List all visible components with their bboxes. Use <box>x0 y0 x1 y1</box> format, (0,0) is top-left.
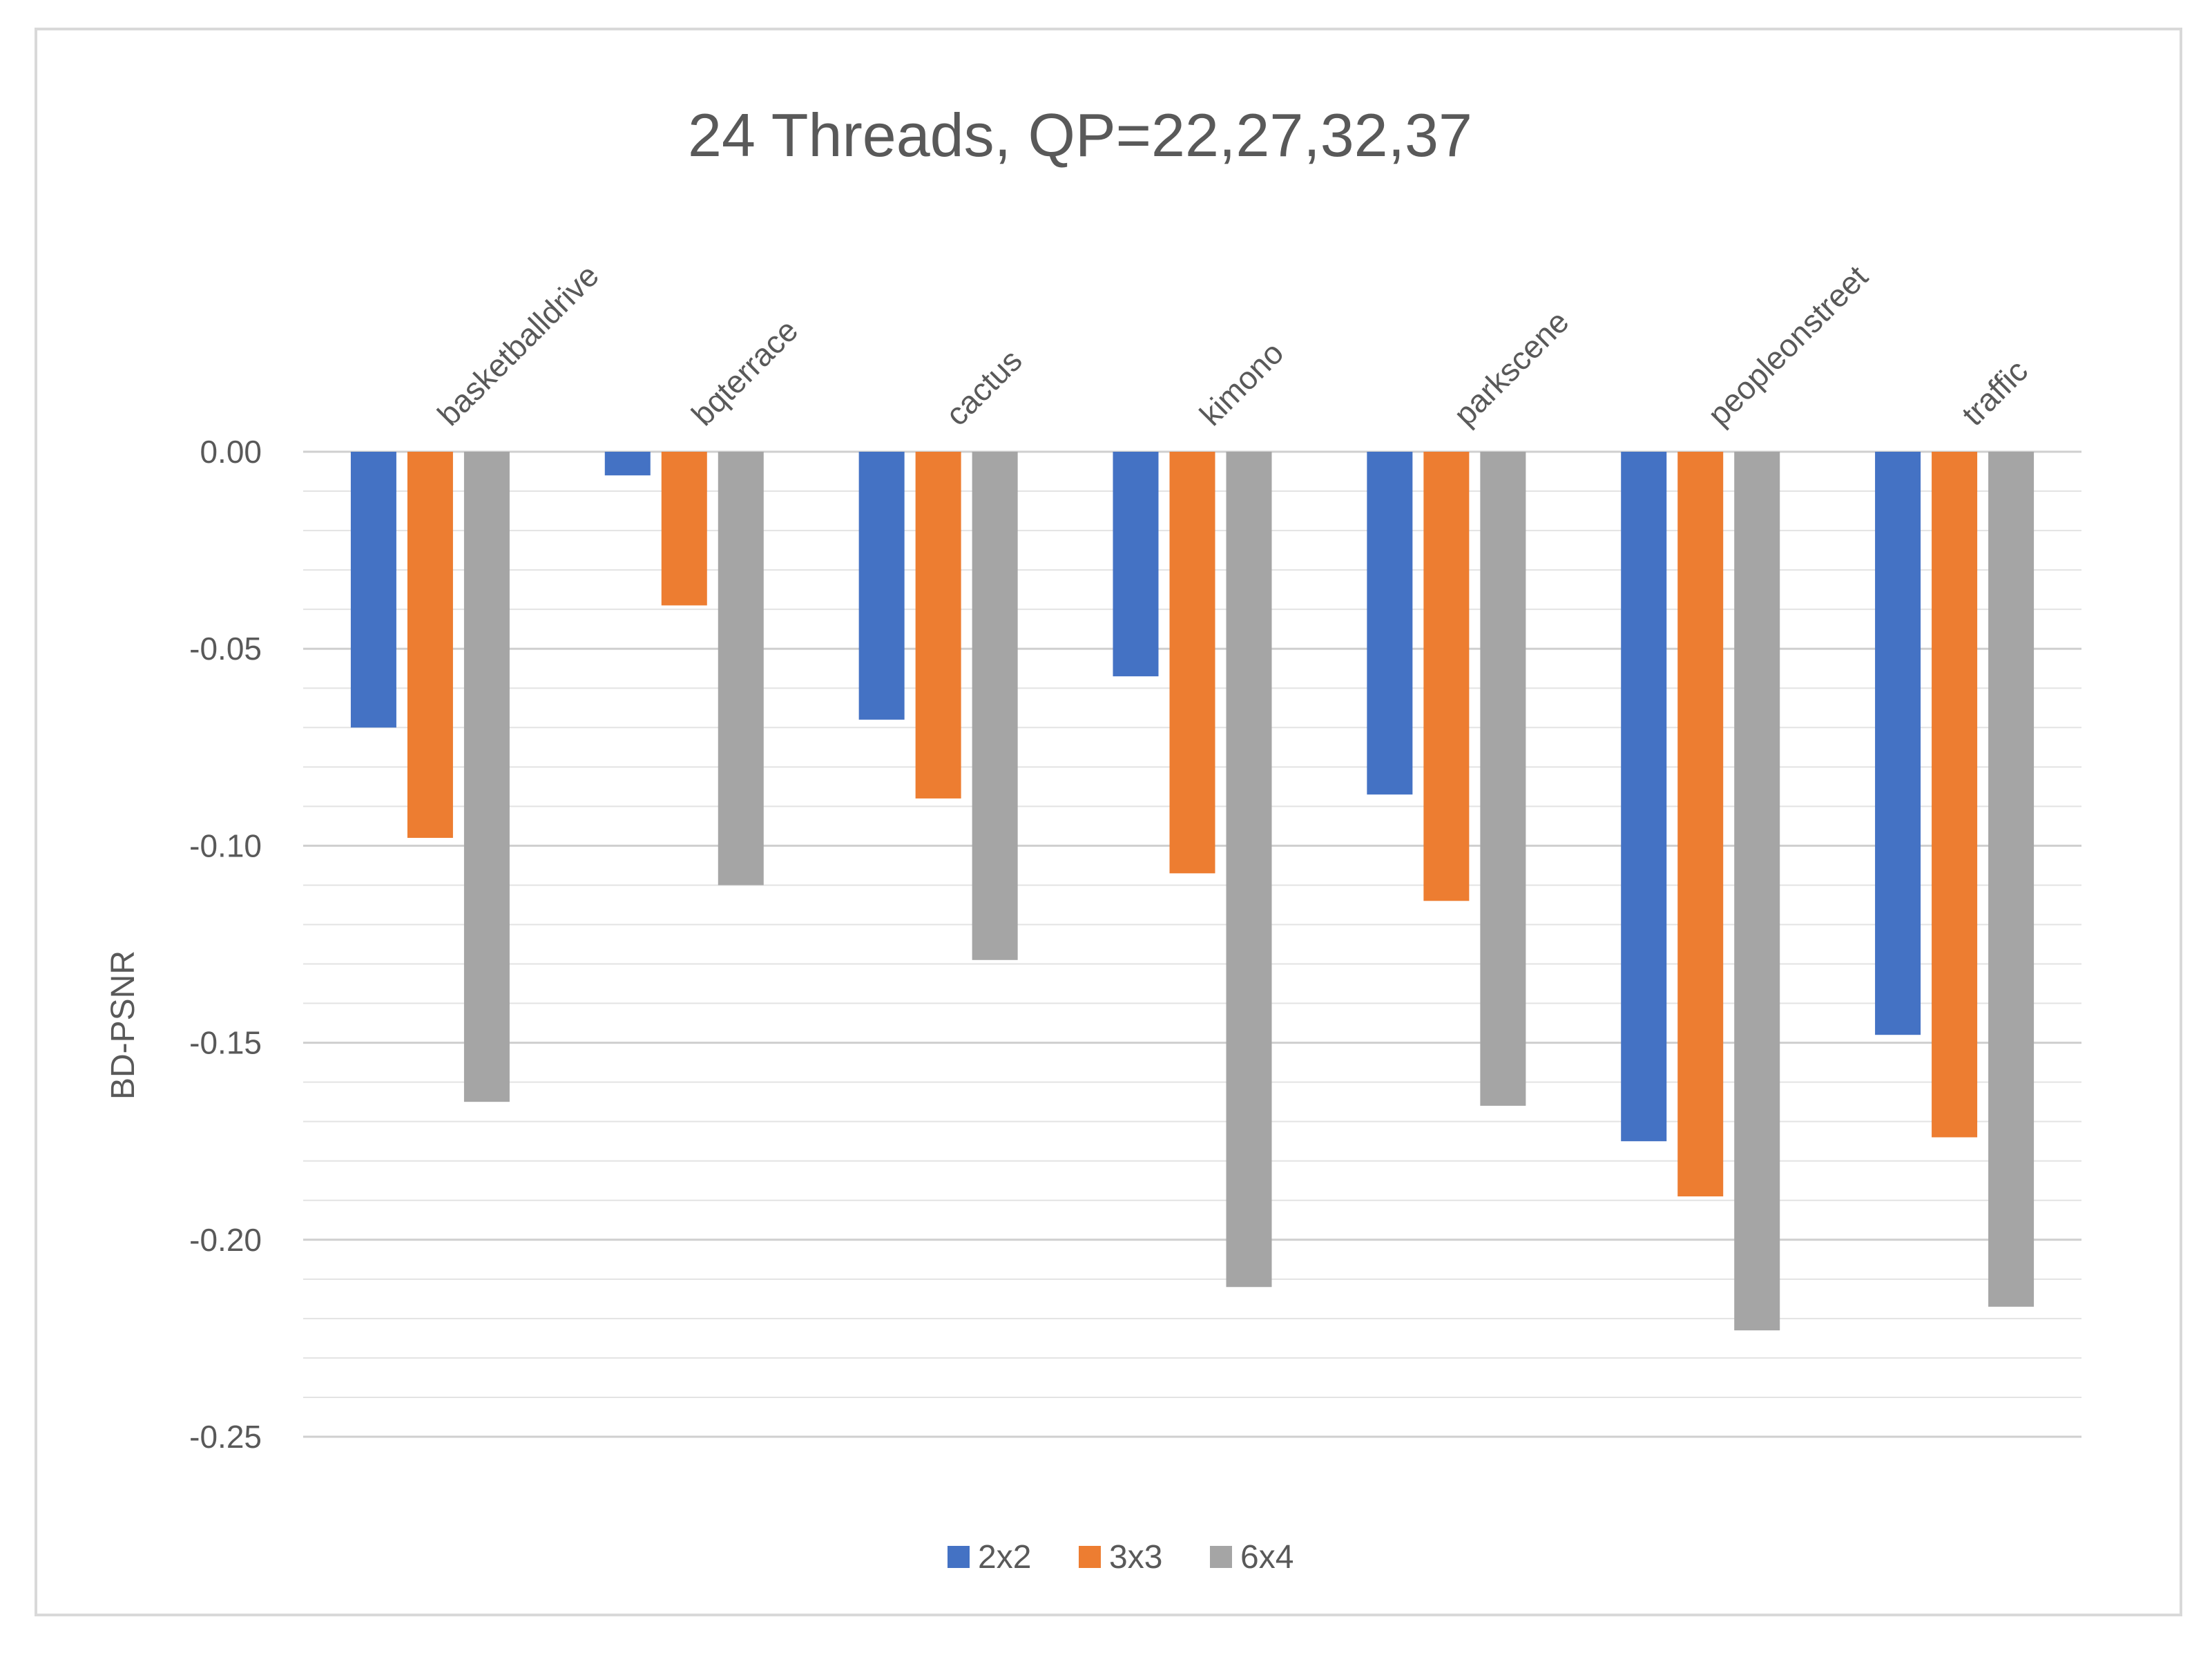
y-tick-label: -0.05 <box>189 631 262 667</box>
y-axis-title: BD-PSNR <box>105 950 142 1100</box>
y-tick-label: 0.00 <box>200 434 262 470</box>
bars <box>350 452 2035 1330</box>
bar-2x2-bqterrace <box>604 452 651 476</box>
x-category-label: parkscene <box>1447 303 1576 432</box>
y-tick-label: -0.25 <box>189 1419 262 1455</box>
bar-3x3-kimono <box>1169 452 1215 874</box>
legend-swatch-2x2 <box>948 1546 970 1568</box>
x-category-label: kimono <box>1193 334 1291 432</box>
bar-6x4-kimono <box>1226 452 1272 1288</box>
legend-label-6x4: 6x4 <box>1240 1539 1293 1576</box>
legend-label-3x3: 3x3 <box>1109 1539 1162 1576</box>
legend-swatch-3x3 <box>1079 1546 1101 1568</box>
legend-label-2x2: 2x2 <box>978 1539 1031 1576</box>
bar-chart: 0.00 -0.05 -0.10 -0.15 -0.20 -0.25 basketball… <box>105 101 2081 1576</box>
grid-lines <box>303 450 2081 1438</box>
bar-6x4-traffic <box>1988 452 2035 1307</box>
bar-3x3-peopleonstreet <box>1677 452 1724 1197</box>
y-axis-ticks: 0.00 -0.05 -0.10 -0.15 -0.20 -0.25 <box>189 434 262 1455</box>
bar-6x4-parkscene <box>1480 452 1526 1106</box>
x-axis-categories: basketballdrive bqterrace cactus kimono park… <box>430 257 2035 432</box>
y-tick-label: -0.10 <box>189 828 262 863</box>
x-category-label: traffic <box>1954 352 2035 432</box>
y-tick-label: -0.15 <box>189 1025 262 1061</box>
x-category-label: basketballdrive <box>430 257 606 432</box>
bar-2x2-cactus <box>858 452 905 720</box>
x-category-label: peopleonstreet <box>1701 258 1875 432</box>
x-category-label: bqterrace <box>684 312 805 432</box>
bar-6x4-cactus <box>972 452 1018 960</box>
bar-3x3-bqterrace <box>661 452 707 606</box>
bar-3x3-traffic <box>1932 452 1978 1138</box>
bar-3x3-parkscene <box>1423 452 1470 901</box>
legend-swatch-6x4 <box>1210 1546 1232 1568</box>
bar-2x2-kimono <box>1113 452 1159 677</box>
bar-6x4-peopleonstreet <box>1734 452 1780 1330</box>
bar-2x2-peopleonstreet <box>1621 452 1667 1142</box>
bar-3x3-basketballdrive <box>407 452 453 838</box>
y-tick-label: -0.20 <box>189 1222 262 1258</box>
bar-2x2-parkscene <box>1367 452 1413 795</box>
legend: 2x2 3x3 6x4 <box>948 1539 1293 1576</box>
chart-frame: 0.00 -0.05 -0.10 -0.15 -0.20 -0.25 basketball… <box>35 28 2182 1616</box>
bar-2x2-basketballdrive <box>350 452 396 728</box>
chart-title: 24 Threads, QP=22,27,32,37 <box>688 101 1472 169</box>
bar-6x4-basketballdrive <box>463 452 510 1102</box>
bar-3x3-cactus <box>915 452 961 798</box>
bar-6x4-bqterrace <box>718 452 764 886</box>
bar-2x2-traffic <box>1875 452 1921 1035</box>
x-category-label: cactus <box>939 342 1029 432</box>
